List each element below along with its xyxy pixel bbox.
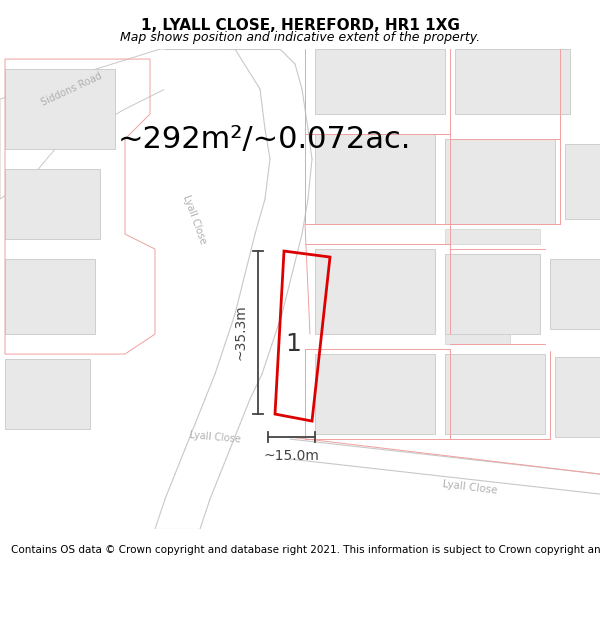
Text: Contains OS data © Crown copyright and database right 2021. This information is : Contains OS data © Crown copyright and d…	[11, 545, 600, 555]
Polygon shape	[445, 229, 540, 244]
Polygon shape	[315, 354, 435, 434]
Polygon shape	[445, 334, 510, 344]
Polygon shape	[315, 249, 435, 334]
Polygon shape	[0, 49, 235, 199]
Text: Lyall Close: Lyall Close	[189, 430, 241, 444]
Polygon shape	[290, 439, 600, 494]
Text: ~15.0m: ~15.0m	[263, 449, 319, 463]
Text: ~35.3m: ~35.3m	[234, 304, 248, 361]
Text: Lyall Close: Lyall Close	[181, 193, 209, 245]
Polygon shape	[155, 49, 312, 529]
Polygon shape	[550, 259, 600, 329]
Polygon shape	[555, 357, 600, 437]
Polygon shape	[445, 139, 555, 224]
Text: ~292m²/~0.072ac.: ~292m²/~0.072ac.	[118, 124, 412, 154]
Polygon shape	[5, 359, 90, 429]
Text: Lyall Close: Lyall Close	[442, 479, 498, 496]
Polygon shape	[5, 69, 115, 149]
Text: 1: 1	[285, 332, 301, 356]
Text: 1, LYALL CLOSE, HEREFORD, HR1 1XG: 1, LYALL CLOSE, HEREFORD, HR1 1XG	[140, 18, 460, 32]
Polygon shape	[315, 134, 435, 224]
Polygon shape	[5, 169, 100, 239]
Polygon shape	[445, 354, 545, 434]
Text: Siddons Road: Siddons Road	[40, 71, 104, 108]
Polygon shape	[455, 49, 570, 114]
Polygon shape	[565, 144, 600, 219]
Polygon shape	[315, 49, 445, 114]
Text: Map shows position and indicative extent of the property.: Map shows position and indicative extent…	[120, 31, 480, 44]
Polygon shape	[445, 254, 540, 334]
Polygon shape	[5, 259, 95, 334]
